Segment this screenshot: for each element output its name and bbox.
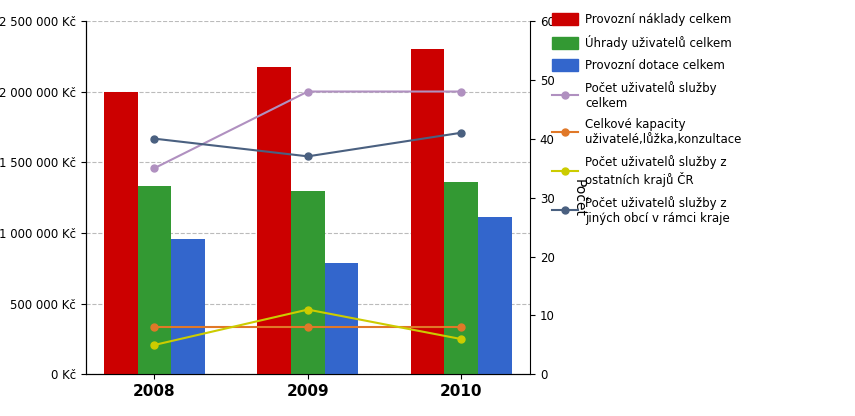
Bar <box>104 92 138 374</box>
Bar <box>325 262 358 374</box>
Bar <box>138 186 171 374</box>
Bar <box>171 239 205 374</box>
Bar <box>257 67 291 374</box>
Bar <box>410 49 445 374</box>
Bar <box>478 218 511 374</box>
Y-axis label: Počet: Počet <box>571 178 586 217</box>
Legend: Provozní náklady celkem, Úhrady uživatelů celkem, Provozní dotace celkem, Počet : Provozní náklady celkem, Úhrady uživatel… <box>547 8 746 229</box>
Bar <box>291 191 325 374</box>
Bar <box>445 182 478 374</box>
